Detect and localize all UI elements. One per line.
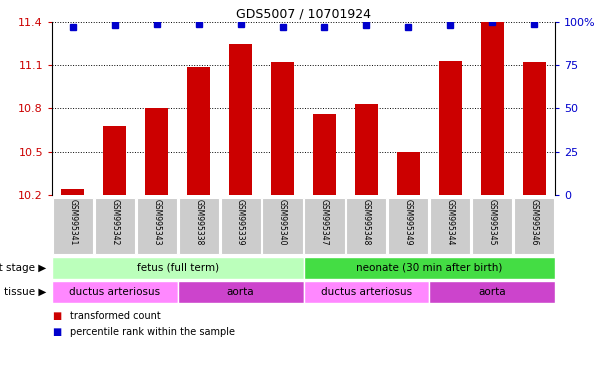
Text: ■: ■ [52, 311, 62, 321]
Text: fetus (full term): fetus (full term) [137, 263, 219, 273]
Bar [229, 44, 252, 195]
Bar [303, 281, 429, 303]
Bar [95, 198, 135, 254]
Text: percentile rank within the sample: percentile rank within the sample [70, 327, 235, 337]
Bar [523, 62, 546, 195]
Bar [430, 198, 470, 254]
Bar [313, 114, 336, 195]
Text: aorta: aorta [227, 287, 254, 297]
Bar [145, 109, 168, 195]
Text: ductus arteriosus: ductus arteriosus [321, 287, 412, 297]
Text: GSM995338: GSM995338 [194, 199, 203, 245]
Bar [137, 198, 177, 254]
Text: GSM995347: GSM995347 [320, 199, 329, 245]
Bar [262, 198, 303, 254]
Bar [178, 198, 219, 254]
Bar [438, 61, 462, 195]
Text: aorta: aorta [478, 287, 506, 297]
Text: GSM995345: GSM995345 [488, 199, 497, 245]
Bar [388, 198, 428, 254]
Bar [346, 198, 387, 254]
Bar [305, 198, 344, 254]
Bar [397, 152, 420, 195]
Bar [103, 126, 127, 195]
Bar [187, 67, 210, 195]
Text: GSM995344: GSM995344 [446, 199, 455, 245]
Bar [355, 104, 378, 195]
Bar [52, 281, 178, 303]
Text: GSM995341: GSM995341 [69, 199, 77, 245]
Bar [221, 198, 260, 254]
Bar [429, 281, 555, 303]
Text: GSM995348: GSM995348 [362, 199, 371, 245]
Text: ductus arteriosus: ductus arteriosus [69, 287, 160, 297]
Text: ■: ■ [52, 327, 62, 337]
Bar [514, 198, 554, 254]
Bar [52, 257, 303, 279]
Bar [303, 257, 555, 279]
Text: neonate (30 min after birth): neonate (30 min after birth) [356, 263, 502, 273]
Text: transformed count: transformed count [70, 311, 161, 321]
Bar [178, 281, 303, 303]
Text: development stage ▶: development stage ▶ [0, 263, 46, 273]
Text: GSM995346: GSM995346 [529, 199, 538, 245]
Text: tissue ▶: tissue ▶ [4, 287, 46, 297]
Text: GSM995340: GSM995340 [278, 199, 287, 245]
Bar [62, 189, 84, 195]
Bar [53, 198, 93, 254]
Text: GSM995342: GSM995342 [110, 199, 119, 245]
Bar [472, 198, 512, 254]
Text: GSM995339: GSM995339 [236, 199, 245, 245]
Text: GSM995343: GSM995343 [153, 199, 161, 245]
Bar [481, 22, 504, 195]
Title: GDS5007 / 10701924: GDS5007 / 10701924 [236, 8, 371, 21]
Bar [271, 62, 294, 195]
Text: GSM995349: GSM995349 [404, 199, 413, 245]
